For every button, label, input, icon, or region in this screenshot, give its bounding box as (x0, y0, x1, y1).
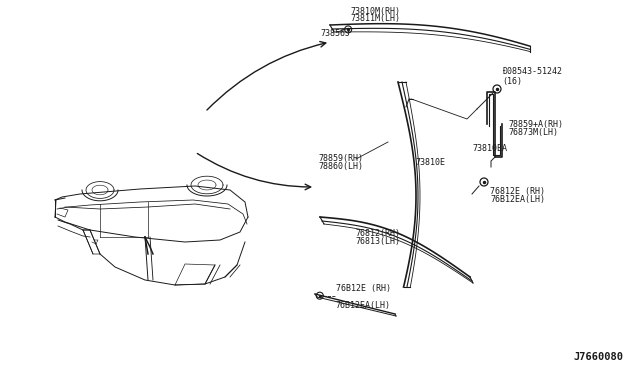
Text: 73810EA: 73810EA (472, 144, 507, 153)
Text: 78859(RH): 78859(RH) (318, 154, 363, 163)
Text: 76B12EA(LH): 76B12EA(LH) (336, 301, 391, 310)
Text: 76B12E (RH): 76B12E (RH) (336, 284, 391, 293)
Text: 76812(RH): 76812(RH) (355, 229, 400, 238)
Text: Ð08543-51242
(16): Ð08543-51242 (16) (502, 67, 562, 86)
Text: 73856J: 73856J (320, 29, 350, 38)
Text: 73811M(LH): 73811M(LH) (350, 14, 400, 23)
Text: 78860(LH): 78860(LH) (318, 162, 363, 171)
Text: 76873M(LH): 76873M(LH) (508, 128, 558, 137)
Text: 78859+A(RH): 78859+A(RH) (508, 119, 563, 128)
Text: J7660080: J7660080 (573, 352, 623, 362)
Text: 76813(LH): 76813(LH) (355, 237, 400, 246)
Text: 76812E (RH): 76812E (RH) (490, 187, 545, 196)
Text: 73810M(RH): 73810M(RH) (350, 7, 400, 16)
Text: 73810E: 73810E (415, 157, 445, 167)
Text: 76B12EA(LH): 76B12EA(LH) (490, 195, 545, 204)
